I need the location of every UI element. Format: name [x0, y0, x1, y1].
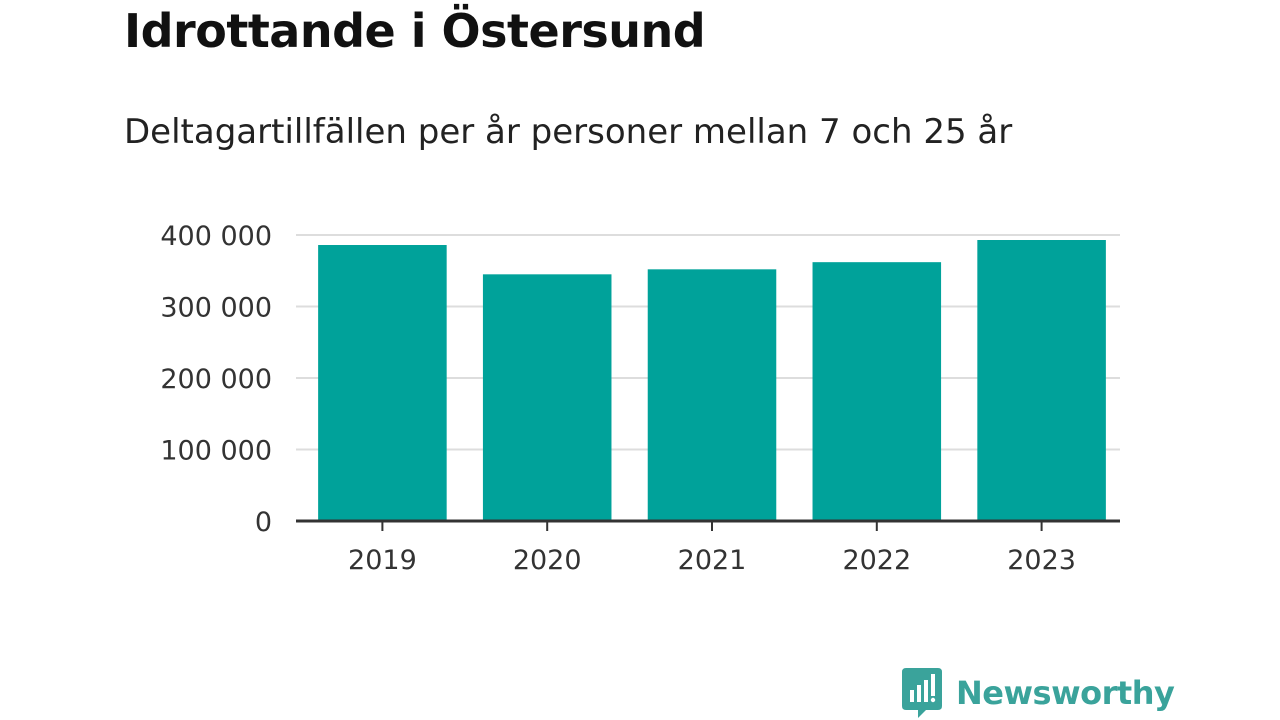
- bar: [482, 274, 612, 521]
- x-tick-label: 2023: [1007, 545, 1076, 576]
- bar: [977, 240, 1106, 521]
- bar: [647, 269, 777, 521]
- brand-name: Newsworthy: [956, 674, 1175, 712]
- y-tick-label: 400 000: [160, 221, 272, 252]
- bar: [318, 245, 447, 521]
- bar-chart-speech-bubble-icon: [902, 668, 942, 718]
- bar: [812, 262, 942, 521]
- x-tick-label: 2019: [348, 545, 417, 576]
- x-tick-label: 2021: [678, 545, 747, 576]
- x-tick-label: 2022: [842, 545, 911, 576]
- y-tick-label: 300 000: [160, 293, 272, 324]
- y-tick-label: 0: [255, 507, 272, 538]
- y-tick-label: 100 000: [160, 436, 272, 467]
- x-tick-label: 2020: [513, 545, 582, 576]
- chart-title: Idrottande i Östersund: [124, 4, 706, 58]
- brand-logo: Newsworthy: [902, 668, 1175, 718]
- y-tick-label: 200 000: [160, 364, 272, 395]
- chart-subtitle: Deltagartillfällen per år personer mella…: [124, 112, 1013, 152]
